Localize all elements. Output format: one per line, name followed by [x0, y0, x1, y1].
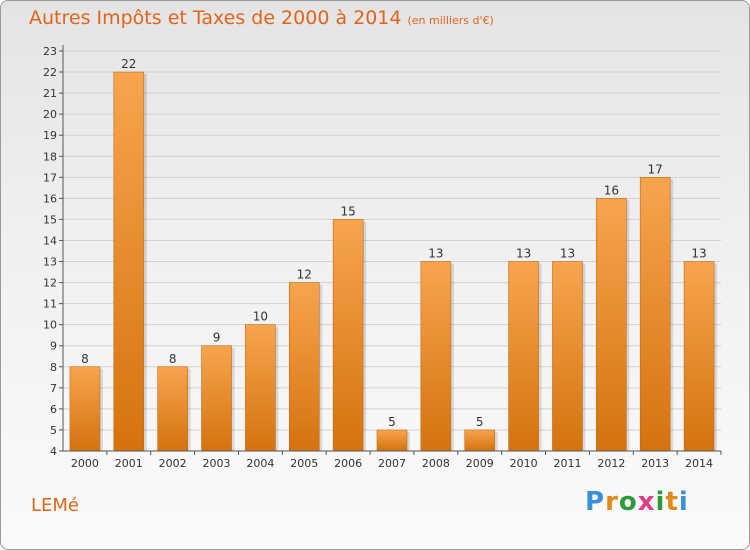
x-tick-label: 2001 — [115, 457, 143, 470]
y-tick-label: 17 — [43, 171, 57, 184]
x-tick-label: 2013 — [641, 457, 669, 470]
y-tick-label: 22 — [43, 66, 57, 79]
labels: 4 5 6 7 8 9 10 11 12 13 14 15 16 17 18 19 20 21 22 23 8 2000 2… — [43, 45, 713, 470]
y-tick-label: 20 — [43, 108, 57, 121]
bar — [245, 324, 276, 452]
chart-title: Autres Impôts et Taxes de 2000 à 2014 (en… — [29, 7, 494, 29]
bar — [639, 177, 671, 452]
bar — [69, 366, 101, 452]
logo-letter: P — [585, 487, 606, 517]
data-label: 9 — [213, 331, 221, 345]
bar — [157, 366, 188, 452]
x-tick-label: 2011 — [553, 457, 581, 470]
data-label: 8 — [81, 352, 89, 366]
data-label: 13 — [560, 247, 575, 261]
bar — [552, 261, 583, 452]
data-label: 13 — [691, 247, 706, 261]
bar — [420, 261, 452, 452]
x-tick-label: 2006 — [334, 457, 362, 470]
bar — [464, 429, 496, 452]
y-tick-label: 13 — [43, 256, 57, 269]
y-tick-label: 10 — [43, 319, 57, 332]
x-tick-label: 2008 — [422, 457, 450, 470]
data-label: 12 — [297, 268, 312, 282]
chart-title-text: Autres Impôts et Taxes de 2000 à 2014 — [29, 7, 402, 29]
y-tick-label: 18 — [43, 150, 57, 163]
bar — [113, 71, 145, 452]
y-tick-label: 9 — [50, 340, 57, 353]
y-tick-label: 23 — [43, 45, 57, 58]
y-tick-label: 11 — [43, 298, 57, 311]
x-tick-label: 2003 — [203, 457, 231, 470]
logo-letter: i — [655, 487, 666, 517]
logo-letter: x — [637, 487, 656, 517]
bar — [376, 429, 408, 452]
bar — [288, 282, 320, 452]
chart-subtitle: (en milliers d'€) — [407, 14, 494, 27]
bar — [508, 261, 539, 452]
x-tick-label: 2000 — [71, 457, 99, 470]
bar — [332, 219, 364, 452]
y-tick-label: 5 — [50, 424, 57, 437]
x-tick-label: 2009 — [466, 457, 494, 470]
commune-name: LEMé — [31, 495, 80, 516]
y-tick-label: 7 — [50, 382, 57, 395]
y-tick-label: 15 — [43, 213, 57, 226]
data-label: 15 — [340, 204, 355, 218]
y-tick-label: 8 — [50, 361, 57, 374]
data-label: 5 — [388, 415, 396, 429]
x-tick-label: 2007 — [378, 457, 406, 470]
data-label: 16 — [604, 183, 619, 197]
data-label: 8 — [169, 352, 177, 366]
data-label: 5 — [476, 415, 484, 429]
y-tick-label: 16 — [43, 192, 57, 205]
logo-letter: r — [605, 487, 619, 517]
bars — [69, 71, 718, 452]
logo-letter: o — [618, 487, 638, 517]
y-tick-label: 21 — [43, 87, 57, 100]
y-tick-label: 6 — [50, 403, 57, 416]
data-label: 13 — [516, 247, 531, 261]
data-label: 22 — [121, 57, 136, 71]
logo-letter: t — [665, 487, 679, 517]
x-tick-label: 2002 — [159, 457, 187, 470]
bar — [201, 345, 232, 452]
proxiti-logo: Proxiti — [585, 487, 689, 517]
logo-letter: i — [678, 487, 689, 517]
y-tick-label: 12 — [43, 277, 57, 290]
axes — [59, 45, 722, 455]
x-tick-label: 2010 — [510, 457, 538, 470]
x-tick-label: 2014 — [685, 457, 713, 470]
bar — [683, 261, 715, 452]
x-tick-label: 2004 — [246, 457, 274, 470]
data-label: 10 — [253, 310, 268, 324]
data-label: 17 — [648, 162, 663, 176]
bar — [596, 198, 627, 452]
x-tick-label: 2005 — [290, 457, 318, 470]
x-tick-label: 2012 — [597, 457, 625, 470]
y-tick-label: 14 — [43, 234, 57, 247]
data-label: 13 — [428, 247, 443, 261]
y-tick-label: 4 — [50, 445, 57, 458]
y-tick-label: 19 — [43, 129, 57, 142]
